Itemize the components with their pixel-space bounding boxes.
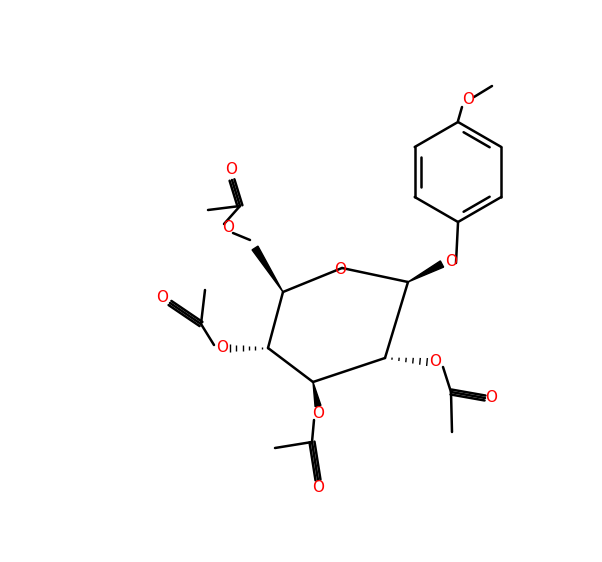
Text: O: O — [312, 481, 324, 496]
Text: O: O — [225, 162, 237, 178]
Text: O: O — [485, 391, 497, 406]
Text: O: O — [429, 355, 441, 369]
Polygon shape — [408, 261, 444, 282]
Text: O: O — [216, 341, 228, 356]
Polygon shape — [252, 246, 283, 292]
Text: O: O — [312, 406, 324, 422]
Text: O: O — [156, 291, 168, 306]
Text: O: O — [222, 220, 234, 235]
Text: O: O — [445, 255, 457, 270]
Text: O: O — [462, 93, 474, 107]
Text: O: O — [334, 261, 346, 277]
Polygon shape — [313, 382, 321, 407]
